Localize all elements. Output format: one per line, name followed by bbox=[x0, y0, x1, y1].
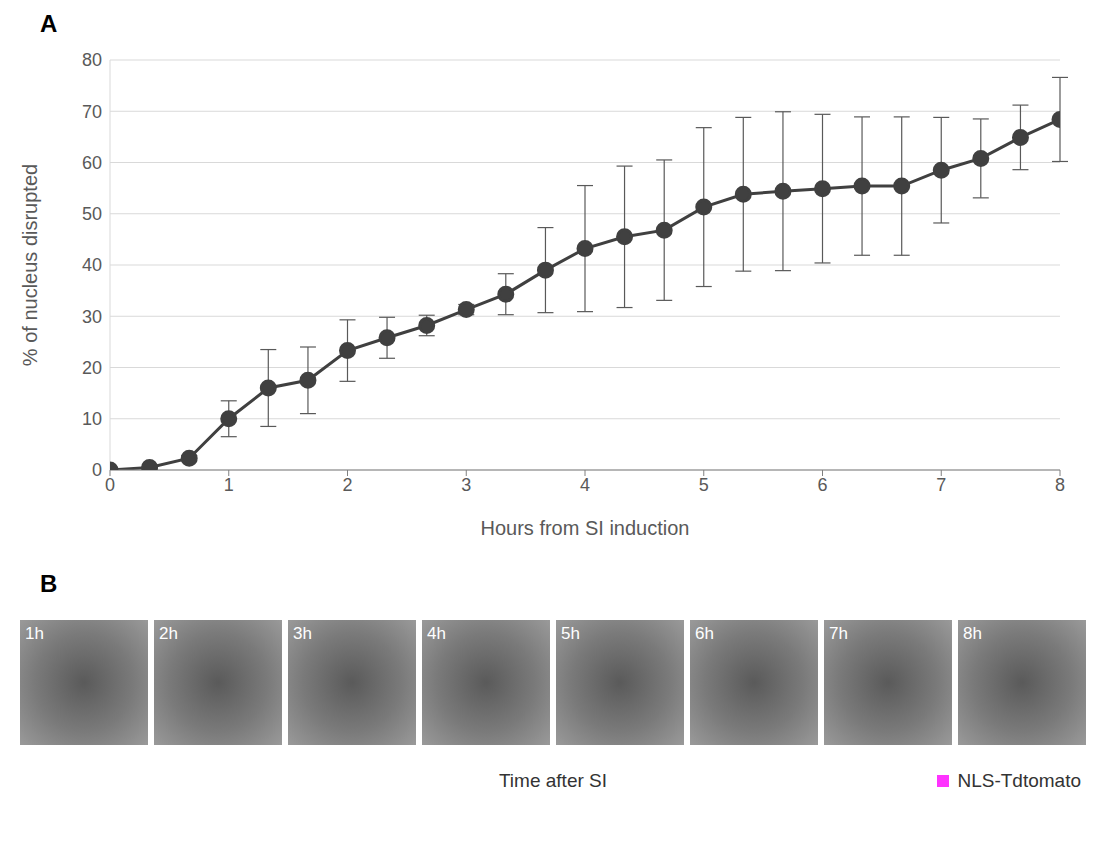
html-text:3h: 3h bbox=[293, 624, 312, 643]
svg-text:40: 40 bbox=[82, 255, 102, 275]
svg-text:2: 2 bbox=[342, 475, 352, 495]
html-text:5h: 5h bbox=[561, 624, 580, 643]
svg-text:0: 0 bbox=[105, 475, 115, 495]
svg-text:5: 5 bbox=[699, 475, 709, 495]
svg-text:80: 80 bbox=[82, 50, 102, 70]
svg-text:% of nucleus disrupted: % of nucleus disrupted bbox=[19, 164, 41, 366]
svg-text:50: 50 bbox=[82, 204, 102, 224]
html-text:4h: 4h bbox=[427, 624, 446, 643]
svg-text:60: 60 bbox=[82, 153, 102, 173]
svg-text:20: 20 bbox=[82, 358, 102, 378]
html-text:8h: 8h bbox=[963, 624, 982, 643]
svg-text:8: 8 bbox=[1055, 475, 1065, 495]
html-text:7h: 7h bbox=[829, 624, 848, 643]
svg-text:7: 7 bbox=[936, 475, 946, 495]
svg-text:70: 70 bbox=[82, 102, 102, 122]
html-text:2h: 2h bbox=[159, 624, 178, 643]
html-text:6h: 6h bbox=[695, 624, 714, 643]
html-text:1h: 1h bbox=[25, 624, 44, 643]
svg-text:6: 6 bbox=[817, 475, 827, 495]
html-text:B: B bbox=[40, 570, 58, 597]
svg-text:Hours from SI induction: Hours from SI induction bbox=[481, 517, 690, 539]
html-text:Time after SI: Time after SI bbox=[499, 770, 607, 791]
svg-text:10: 10 bbox=[82, 409, 102, 429]
svg-text:0: 0 bbox=[92, 460, 102, 480]
svg-text:4: 4 bbox=[580, 475, 590, 495]
svg-text:1: 1 bbox=[224, 475, 234, 495]
svg-text:3: 3 bbox=[461, 475, 471, 495]
html-text:A: A bbox=[40, 10, 58, 37]
svg-text:30: 30 bbox=[82, 307, 102, 327]
html-text:NLS-Tdtomato: NLS-Tdtomato bbox=[957, 770, 1081, 791]
